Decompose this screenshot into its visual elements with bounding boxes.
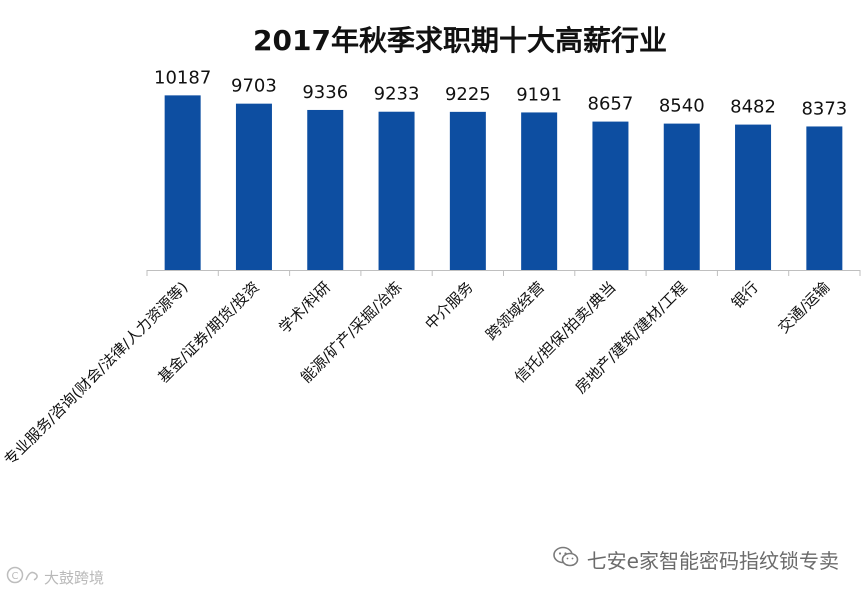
bar-value-label: 9336 bbox=[302, 82, 348, 103]
value-labels-group: 10187 9703 9336 9233 9225 9191 8657 8540 8482 837… bbox=[154, 67, 847, 119]
bar-value-label: 8373 bbox=[801, 98, 847, 119]
bar bbox=[307, 109, 344, 270]
bar-value-label: 9233 bbox=[374, 84, 420, 105]
category-label: 中介服务 bbox=[422, 278, 477, 333]
bar-value-label: 9703 bbox=[231, 76, 277, 97]
category-label: 银行 bbox=[728, 278, 762, 312]
bar-value-label: 9225 bbox=[445, 84, 491, 105]
bars-group bbox=[164, 95, 843, 270]
wechat-watermark-text: 七安e家智能密码指纹锁专卖 bbox=[586, 549, 839, 573]
chart-title: 2017年秋季求职期十大高薪行业 bbox=[253, 24, 667, 57]
svg-text:C: C bbox=[12, 571, 19, 582]
wechat-watermark: 七安e家智能密码指纹锁专卖 bbox=[552, 545, 839, 574]
corner-watermark: C 大鼓跨境 bbox=[6, 566, 104, 588]
category-label: 跨领域经营 bbox=[482, 278, 548, 344]
bar-value-label: 8482 bbox=[730, 97, 776, 118]
wechat-icon bbox=[552, 546, 579, 573]
category-labels-group: 专业服务/咨询(财会/法律/人力资源等)基金/证券/期货/投资 学术/科研能源/矿… bbox=[1, 278, 834, 469]
bar-value-label: 10187 bbox=[154, 67, 211, 88]
bar-value-label: 8540 bbox=[659, 96, 705, 117]
bar bbox=[164, 95, 201, 270]
category-label: 交通/运输 bbox=[774, 278, 833, 337]
bar bbox=[378, 111, 415, 270]
bar bbox=[806, 126, 843, 270]
bar bbox=[592, 121, 629, 270]
bar bbox=[663, 123, 700, 270]
bar-value-label: 9191 bbox=[516, 84, 562, 105]
category-label: 学术/科研 bbox=[275, 278, 334, 337]
bar bbox=[235, 103, 272, 270]
bar-value-label: 8657 bbox=[588, 94, 634, 115]
corner-watermark-text: 大鼓跨境 bbox=[44, 568, 105, 587]
bar bbox=[449, 111, 486, 270]
brand-logo-icon: C bbox=[6, 566, 40, 588]
bar bbox=[735, 124, 772, 270]
x-axis-ticks bbox=[146, 270, 861, 276]
bar bbox=[521, 112, 558, 270]
